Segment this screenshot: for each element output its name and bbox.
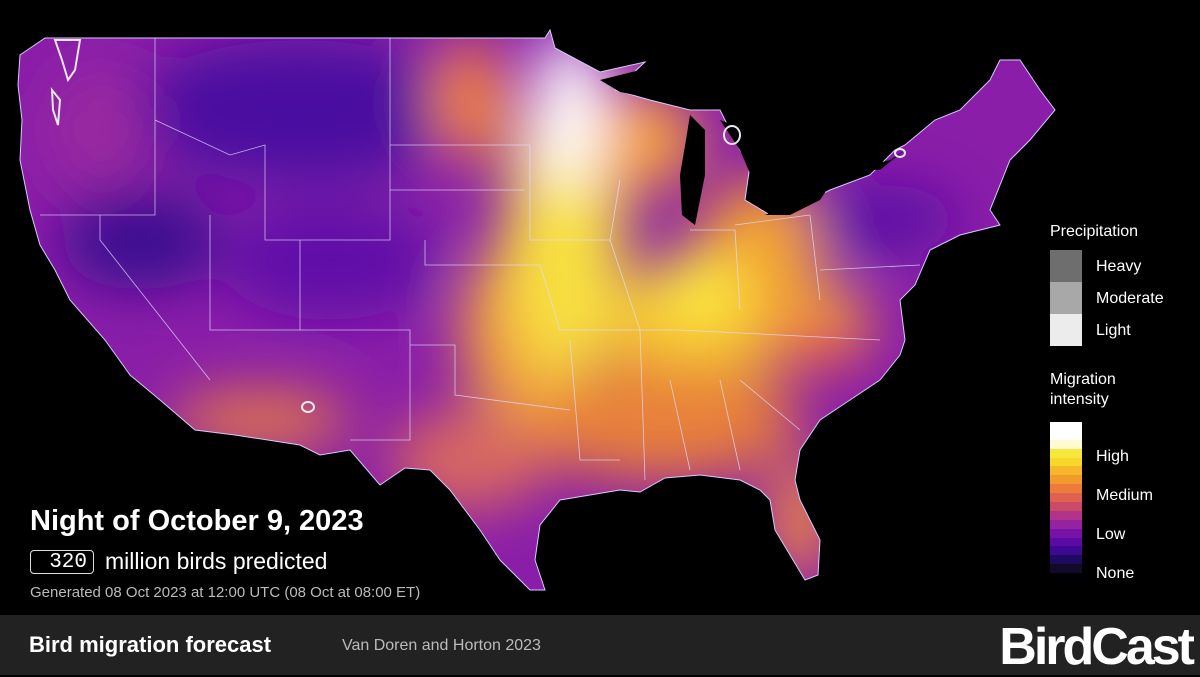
ramp-step bbox=[1050, 422, 1082, 431]
ramp-step bbox=[1050, 573, 1082, 583]
migration-color-ramp bbox=[1050, 422, 1082, 583]
bird-count-value: 320 bbox=[30, 549, 94, 574]
ramp-step bbox=[1050, 430, 1082, 440]
ramp-step bbox=[1050, 457, 1082, 467]
precip-swatch-moderate bbox=[1050, 282, 1082, 314]
generated-timestamp: Generated 08 Oct 2023 at 12:00 UTC (08 O… bbox=[30, 584, 421, 601]
precip-moderate-label: Moderate bbox=[1096, 290, 1164, 307]
ramp-step bbox=[1050, 439, 1082, 449]
ramp-step bbox=[1050, 493, 1082, 503]
birdcast-logo: BirdCast bbox=[999, 618, 1195, 676]
precip-light-label: Light bbox=[1096, 322, 1131, 339]
ramp-step bbox=[1050, 519, 1082, 529]
migration-title-line2: intensity bbox=[1050, 391, 1109, 408]
precipitation-legend: Heavy Moderate Light bbox=[1050, 250, 1164, 346]
migration-title-line1: Migration bbox=[1050, 371, 1116, 388]
footer-citation: Van Doren and Horton 2023 bbox=[342, 637, 541, 654]
precip-swatch-light bbox=[1050, 314, 1082, 346]
ramp-step bbox=[1050, 537, 1082, 547]
precipitation-legend-title: Precipitation bbox=[1050, 223, 1139, 240]
ramp-step bbox=[1050, 564, 1082, 574]
legend: Precipitation Heavy Moderate Light Migra… bbox=[1050, 222, 1164, 583]
footer-title: Bird migration forecast bbox=[29, 632, 272, 657]
high-label: High bbox=[1096, 448, 1129, 465]
ramp-step bbox=[1050, 546, 1082, 556]
great-lakes bbox=[600, 70, 905, 225]
footer-bar: Bird migration forecast Van Doren and Ho… bbox=[0, 615, 1200, 676]
ramp-step bbox=[1050, 466, 1082, 476]
ramp-step bbox=[1050, 555, 1082, 565]
ramp-step bbox=[1050, 484, 1082, 494]
ramp-step bbox=[1050, 448, 1082, 458]
precip-swatch-heavy bbox=[1050, 250, 1082, 282]
bird-count-label: million birds predicted bbox=[105, 548, 328, 574]
bird-count-row: 320 million birds predicted bbox=[30, 548, 327, 575]
us-outline bbox=[17, 28, 1056, 591]
medium-label: Medium bbox=[1096, 487, 1153, 504]
ramp-step bbox=[1050, 475, 1082, 485]
state-borders bbox=[40, 38, 921, 481]
ramp-step bbox=[1050, 510, 1082, 520]
ramp-step bbox=[1050, 502, 1082, 511]
migration-map bbox=[17, 28, 1056, 591]
ramp-step bbox=[1050, 528, 1082, 538]
none-label: None bbox=[1096, 565, 1135, 582]
precipitation-areas bbox=[50, 39, 906, 413]
migration-legend-title: Migration intensity bbox=[1050, 370, 1138, 410]
low-label: Low bbox=[1096, 526, 1126, 543]
migration-legend: High Medium Low None bbox=[1050, 422, 1153, 583]
precip-heavy-label: Heavy bbox=[1096, 258, 1142, 275]
forecast-night-title: Night of October 9, 2023 bbox=[30, 505, 364, 537]
precipitation-swatches bbox=[1050, 250, 1082, 346]
